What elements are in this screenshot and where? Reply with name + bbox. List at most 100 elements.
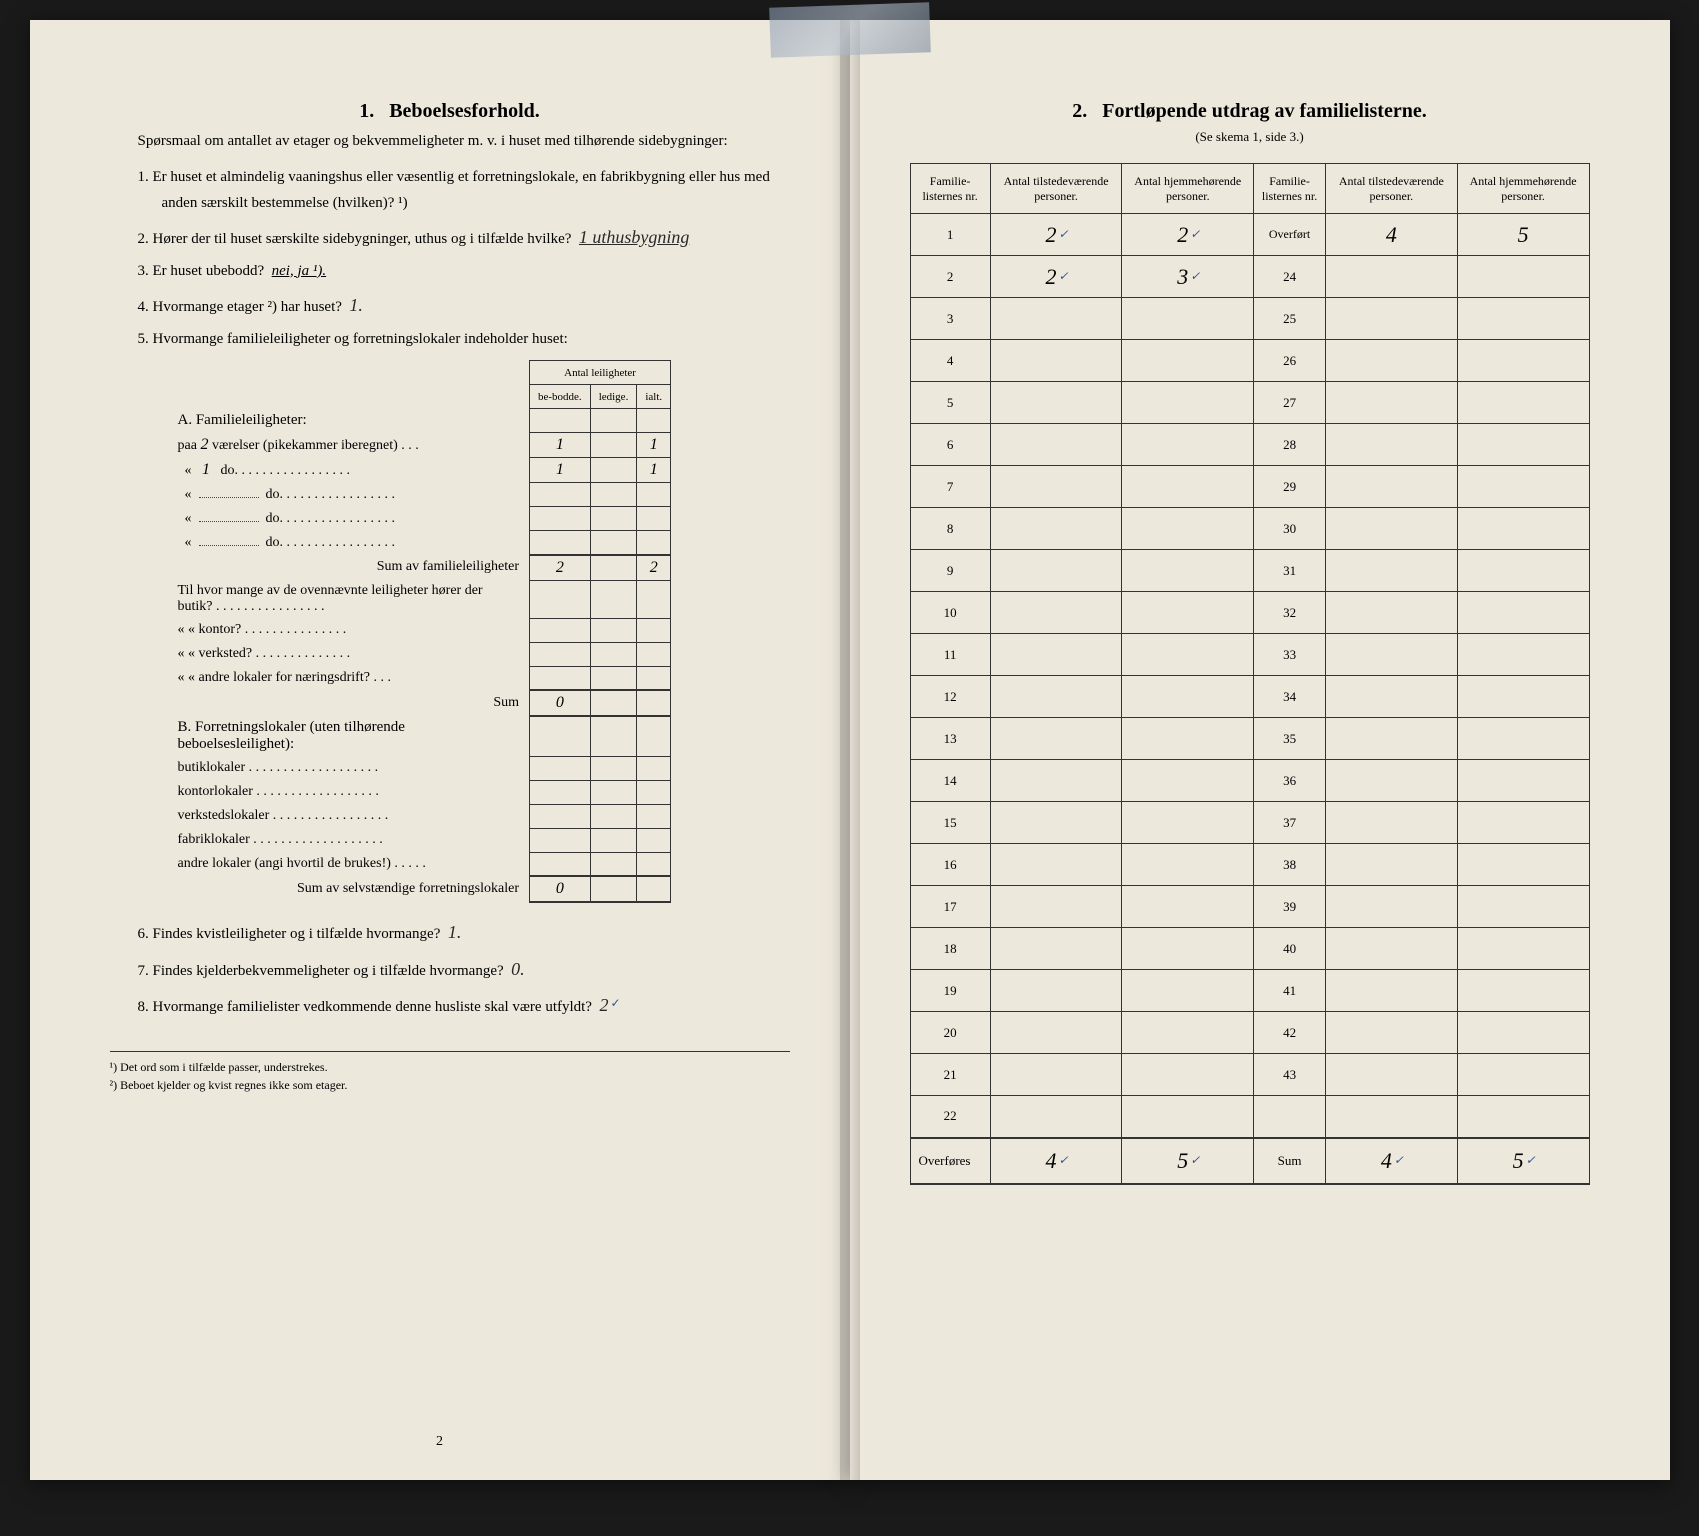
col-bebodde: be-bodde.: [530, 385, 591, 409]
summary-cell: [990, 466, 1122, 508]
right-section-title: 2. Fortløpende utdrag av familielisterne…: [910, 100, 1590, 123]
sum-val: 0: [530, 690, 591, 716]
b2-row: kontorlokaler . . . . . . . . . . . . . …: [170, 780, 671, 804]
sum-a-label: Sum av familieleiligheter: [170, 555, 530, 581]
intro-text: Spørsmaal om antallet av etager og bekve…: [110, 129, 790, 153]
summary-cell: [1457, 550, 1589, 592]
questions-6-8: 6. Findes kvistleiligheter og i tilfælde…: [138, 917, 790, 1021]
sum-label-right: Sum: [1254, 1138, 1326, 1184]
summary-cell: [1325, 1054, 1457, 1096]
summary-cell: 6: [910, 424, 990, 466]
summary-cell: [990, 802, 1122, 844]
summary-cell: [990, 298, 1122, 340]
b5: andre lokaler (angi hvortil de brukes!) …: [170, 852, 530, 876]
summary-cell: 14: [910, 760, 990, 802]
summary-cell: [1457, 634, 1589, 676]
summary-cell: [1457, 592, 1589, 634]
summary-cell: [1122, 676, 1254, 718]
summary-row: 1133: [910, 634, 1589, 676]
summary-cell: [1325, 718, 1457, 760]
q1-text: Er huset et almindelig vaaningshus eller…: [153, 169, 770, 211]
summary-table: Familie-listernes nr. Antal tilstedevære…: [910, 163, 1590, 1185]
summary-cell: 8: [910, 508, 990, 550]
summary-cell: [1122, 592, 1254, 634]
summary-cell: 43: [1254, 1054, 1326, 1096]
summary-cell: [990, 718, 1122, 760]
summary-cell: 30: [1254, 508, 1326, 550]
summary-cell: 12: [910, 676, 990, 718]
summary-cell: 40: [1254, 928, 1326, 970]
summary-cell: [990, 1012, 1122, 1054]
summary-cell: [1457, 718, 1589, 760]
page-number: 2: [436, 1434, 443, 1450]
summary-cell: [990, 508, 1122, 550]
summary-cell: [1325, 928, 1457, 970]
summary-cell: 41: [1254, 970, 1326, 1012]
summary-cell: 33: [1254, 634, 1326, 676]
sum-a-ialt: 2: [637, 555, 671, 581]
summary-cell: 22: [910, 1096, 990, 1138]
summary-cell: [990, 634, 1122, 676]
b3-row: verkstedslokaler . . . . . . . . . . . .…: [170, 804, 671, 828]
summary-cell: 24: [1254, 256, 1326, 298]
summary-cell: 39: [1254, 886, 1326, 928]
b1-row: butiklokaler . . . . . . . . . . . . . .…: [170, 756, 671, 780]
question-list: 1. Er huset et almindelig vaaningshus el…: [138, 165, 790, 352]
footnote-2: ²) Beboet kjelder og kvist regnes ikke s…: [110, 1076, 790, 1094]
summary-cell: [1457, 886, 1589, 928]
row-a2-hw: 1: [202, 461, 210, 478]
summary-cell: [990, 928, 1122, 970]
summary-cell: [1122, 550, 1254, 592]
summary-row: 22: [910, 1096, 1589, 1138]
summary-cell: 2✓: [1122, 214, 1254, 256]
q2-prefix: Hører der til huset særskilte sidebygnin…: [153, 231, 572, 247]
section-b-title-row: B. Forretningslokaler (uten tilhørende b…: [170, 716, 671, 756]
summary-cell: [1325, 466, 1457, 508]
sum-b-label: Sum av selvstændige forretningslokaler: [170, 876, 530, 902]
summary-cell: 5: [910, 382, 990, 424]
summary-cell: 25: [1254, 298, 1326, 340]
summary-row: 2042: [910, 1012, 1589, 1054]
q4-answer: 1.: [349, 295, 363, 315]
section-b-title: B. Forretningslokaler (uten tilhørende b…: [170, 716, 530, 756]
q2-answer: 1 uthusbygning: [579, 227, 690, 247]
summary-cell: [1122, 1012, 1254, 1054]
summary-row: 1436: [910, 760, 1589, 802]
document-spread: 1. Beboelsesforhold. Spørsmaal om antall…: [30, 20, 1670, 1480]
summary-cell: [990, 1096, 1122, 1138]
q8-answer: 2: [599, 995, 608, 1015]
summary-cell: [990, 1054, 1122, 1096]
b5-row: andre lokaler (angi hvortil de brukes!) …: [170, 852, 671, 876]
summary-cell: [1325, 760, 1457, 802]
header-group: Antal leiligheter: [530, 361, 671, 385]
summary-cell: [1457, 382, 1589, 424]
summary-cell: 35: [1254, 718, 1326, 760]
summary-cell: [1254, 1096, 1326, 1138]
summary-cell: [990, 676, 1122, 718]
section-title-text-2: Fortløpende utdrag av familielisterne.: [1102, 100, 1426, 122]
summary-cell: [1325, 592, 1457, 634]
summary-cell: [1122, 760, 1254, 802]
summary-cell: Overført: [1254, 214, 1326, 256]
sum-b-row: Sum av selvstændige forretningslokaler 0: [170, 876, 671, 902]
summary-row: 1638: [910, 844, 1589, 886]
summary-cell: [1325, 676, 1457, 718]
summary-cell: [1457, 256, 1589, 298]
q6-prefix: Findes kvistleiligheter og i tilfælde hv…: [153, 926, 441, 942]
summary-cell: 16: [910, 844, 990, 886]
summary-cell: [990, 340, 1122, 382]
sum-row: Sum 0: [170, 690, 671, 716]
summary-cell: [1457, 676, 1589, 718]
table-header-group: Antal leiligheter: [170, 361, 671, 385]
summary-cell: 2✓: [990, 256, 1122, 298]
summary-cell: [1325, 970, 1457, 1012]
summary-cell: [990, 592, 1122, 634]
question-2: 2. Hører der til huset særskilte sidebyg…: [138, 222, 790, 253]
summary-row: 1234: [910, 676, 1589, 718]
summary-cell: 28: [1254, 424, 1326, 466]
summary-row: 1739: [910, 886, 1589, 928]
summary-cell: [1122, 928, 1254, 970]
col-ledige: ledige.: [590, 385, 637, 409]
summary-cell: [1457, 1096, 1589, 1138]
row-a3-rest: do.: [266, 487, 284, 502]
